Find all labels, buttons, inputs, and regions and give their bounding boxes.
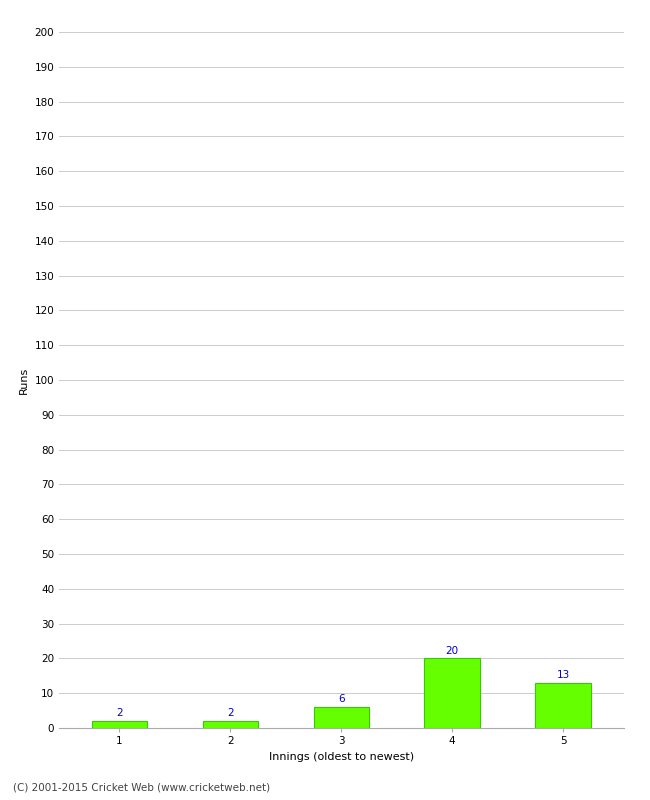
Text: 2: 2 (227, 708, 234, 718)
Y-axis label: Runs: Runs (19, 366, 29, 394)
Text: 20: 20 (445, 646, 459, 656)
Text: 6: 6 (338, 694, 344, 704)
Text: 13: 13 (556, 670, 569, 680)
Bar (424, 658, 480, 728)
Bar (92, 721, 147, 728)
Bar (203, 721, 258, 728)
Bar (536, 682, 591, 728)
Text: 2: 2 (116, 708, 123, 718)
Text: (C) 2001-2015 Cricket Web (www.cricketweb.net): (C) 2001-2015 Cricket Web (www.cricketwe… (13, 782, 270, 792)
X-axis label: Innings (oldest to newest): Innings (oldest to newest) (268, 752, 414, 762)
Bar (313, 707, 369, 728)
